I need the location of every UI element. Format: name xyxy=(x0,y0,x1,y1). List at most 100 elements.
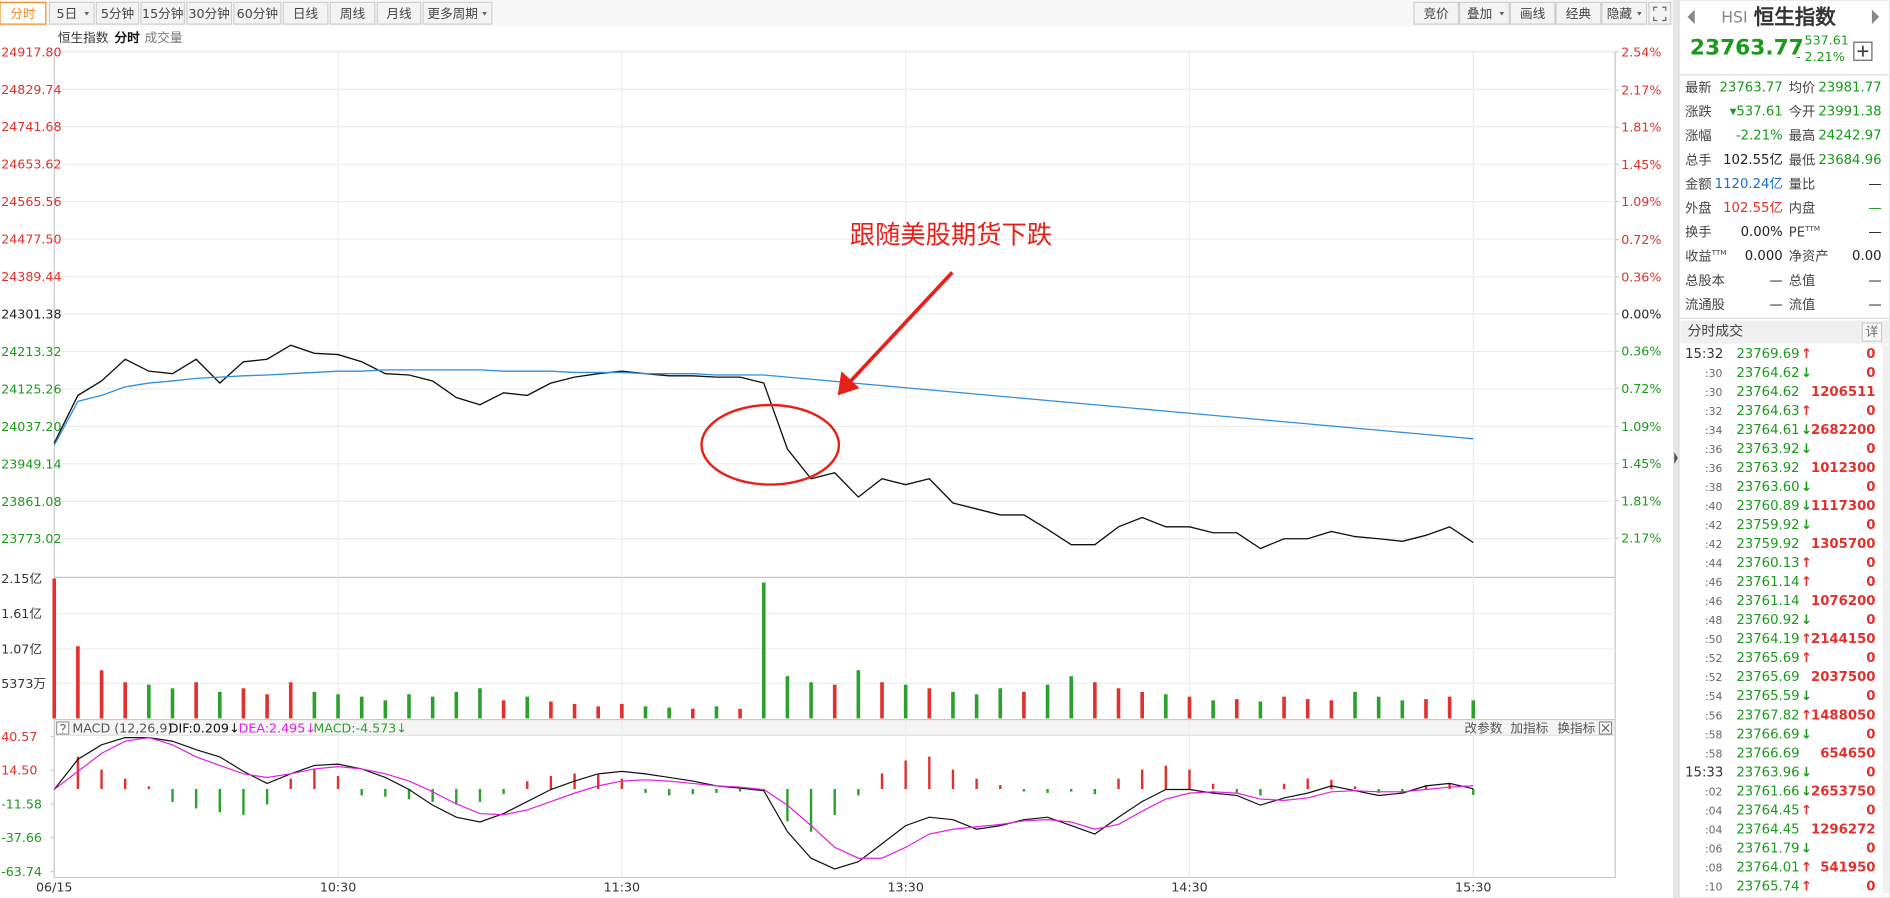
toolbar-button[interactable] xyxy=(95,1,140,25)
y-tick-label: 1.07亿 xyxy=(1,641,42,656)
toolbar-button[interactable] xyxy=(1601,1,1648,25)
stat-label-text: 最高 xyxy=(1789,127,1816,144)
prev-arrow[interactable] xyxy=(1687,9,1695,25)
toolbar-button[interactable] xyxy=(376,1,422,25)
toolbar-button[interactable] xyxy=(1555,1,1602,25)
stat-label-text: 金额 xyxy=(1685,176,1712,192)
tick-price: 23765.74 xyxy=(1736,879,1799,894)
y2-tick-label: 0.00% xyxy=(1621,307,1661,322)
y-tick-label: 24741.68 xyxy=(1,119,61,134)
indicator-tool[interactable]: 改参数 xyxy=(1465,721,1503,736)
volume-bar xyxy=(1022,691,1026,719)
toolbar-label: 5日 xyxy=(57,6,78,21)
stat-value: — xyxy=(1868,297,1881,312)
volume-bar xyxy=(643,706,648,719)
tick-price: 23769.69 xyxy=(1736,347,1799,362)
toolbar-button[interactable] xyxy=(0,1,47,25)
legend-item[interactable]: 成交量 xyxy=(145,30,183,45)
y-tick-label: 24389.44 xyxy=(1,269,61,284)
toolbar-label: 周线 xyxy=(340,6,366,21)
grid xyxy=(50,51,1619,878)
tick-price: 23765.59 xyxy=(1736,689,1799,704)
fullscreen-button[interactable] xyxy=(1648,1,1672,25)
y-tick-label: 23861.08 xyxy=(1,494,61,509)
quote-name: 恒生指数 xyxy=(1754,5,1836,29)
ticks-title: 分时成交 xyxy=(1688,322,1744,339)
indicator-tool[interactable]: 加指标 xyxy=(1510,721,1548,736)
next-arrow[interactable] xyxy=(1871,9,1880,25)
macd-header-bg xyxy=(54,720,1616,736)
tick-direction: ↑ xyxy=(1801,632,1812,647)
stat-label-text: 总股本 xyxy=(1685,272,1725,288)
tick-price: 23763.96 xyxy=(1736,765,1799,780)
y-tick-label: 24213.32 xyxy=(1,344,61,359)
ticks-detail[interactable]: 详 xyxy=(1866,324,1879,339)
y-tick-label: 24477.50 xyxy=(1,232,61,247)
stat-label: 最低 xyxy=(1789,152,1816,168)
toolbar-button[interactable] xyxy=(1509,1,1556,25)
tick-volume: 0 xyxy=(1866,765,1875,780)
volume-bar xyxy=(1400,700,1405,719)
help-icon[interactable] xyxy=(56,721,70,735)
tick-time: :02 xyxy=(1705,785,1722,798)
y-tick-label: -11.58 xyxy=(1,796,42,811)
tick-volume: 2653750 xyxy=(1811,784,1876,799)
toolbar-button[interactable] xyxy=(233,1,282,25)
tick-volume: 0 xyxy=(1866,347,1875,362)
indicator-tool[interactable]: 换指标 xyxy=(1557,721,1595,736)
stat-label: 金额 xyxy=(1685,176,1712,192)
tick-price: 23766.69 xyxy=(1736,746,1799,761)
volume-bar xyxy=(974,694,979,719)
stat-label: 总股本 xyxy=(1685,272,1725,288)
toolbar-button[interactable] xyxy=(422,1,493,25)
toolbar-button[interactable] xyxy=(1413,1,1460,25)
volume-bar xyxy=(1353,691,1357,719)
volume-bar xyxy=(1187,696,1192,719)
tick-volume: 541950 xyxy=(1820,860,1875,875)
volume-bar xyxy=(430,696,435,719)
volume-bar xyxy=(265,694,269,719)
tick-time: :58 xyxy=(1705,728,1723,741)
tick-time: :50 xyxy=(1705,633,1723,646)
stat-label-text: 净资产 xyxy=(1789,248,1829,264)
tick-volume: 2682200 xyxy=(1811,423,1876,438)
toolbar-button[interactable] xyxy=(140,1,186,25)
stat-value: 0.000 xyxy=(1745,249,1783,264)
toolbar-button[interactable] xyxy=(282,1,329,25)
tick-price: 23764.45 xyxy=(1736,803,1799,818)
volume-bar xyxy=(194,682,198,719)
stat-label: 流值 xyxy=(1789,296,1816,312)
legend-item[interactable]: 分时 xyxy=(115,30,141,45)
ticks-detail-btn[interactable] xyxy=(1861,322,1883,342)
toolbar-button[interactable] xyxy=(48,1,95,25)
tick-time: :56 xyxy=(1705,709,1723,722)
legend-item[interactable]: 恒生指数 xyxy=(58,30,109,45)
tick-time: :46 xyxy=(1705,595,1723,608)
toolbar-label: 画线 xyxy=(1520,6,1546,21)
dropdown-caret xyxy=(1499,12,1505,16)
stat-label: 流通股 xyxy=(1685,296,1725,312)
tick-direction: ↓ xyxy=(1801,727,1812,742)
tick-time: :38 xyxy=(1705,481,1723,494)
stat-label-text: 今开 xyxy=(1789,104,1816,120)
volume-bar xyxy=(336,694,340,719)
volume-bar xyxy=(620,703,624,719)
stat-value: — xyxy=(1868,177,1881,192)
tick-direction: ↓ xyxy=(1801,518,1812,533)
tick-direction: ↑ xyxy=(1801,879,1812,894)
tick-volume: 0 xyxy=(1866,841,1875,856)
tick-volume: 0 xyxy=(1866,480,1875,495)
y-tick-label: 23773.02 xyxy=(1,531,61,546)
y-tick-label: 24917.80 xyxy=(1,44,61,59)
splitter[interactable] xyxy=(1673,0,1680,898)
tick-time: :10 xyxy=(1705,880,1723,893)
highlight-ellipse xyxy=(700,403,841,486)
toolbar-button[interactable] xyxy=(186,1,233,25)
volume-bar xyxy=(147,684,151,719)
y2-tick-label: 2.17% xyxy=(1621,530,1661,545)
y-tick-label: 23949.14 xyxy=(1,456,61,471)
toolbar-button[interactable] xyxy=(1459,1,1510,25)
stat-label: 总值 xyxy=(1789,272,1816,288)
tick-time: :04 xyxy=(1705,804,1723,817)
toolbar-button[interactable] xyxy=(329,1,376,25)
